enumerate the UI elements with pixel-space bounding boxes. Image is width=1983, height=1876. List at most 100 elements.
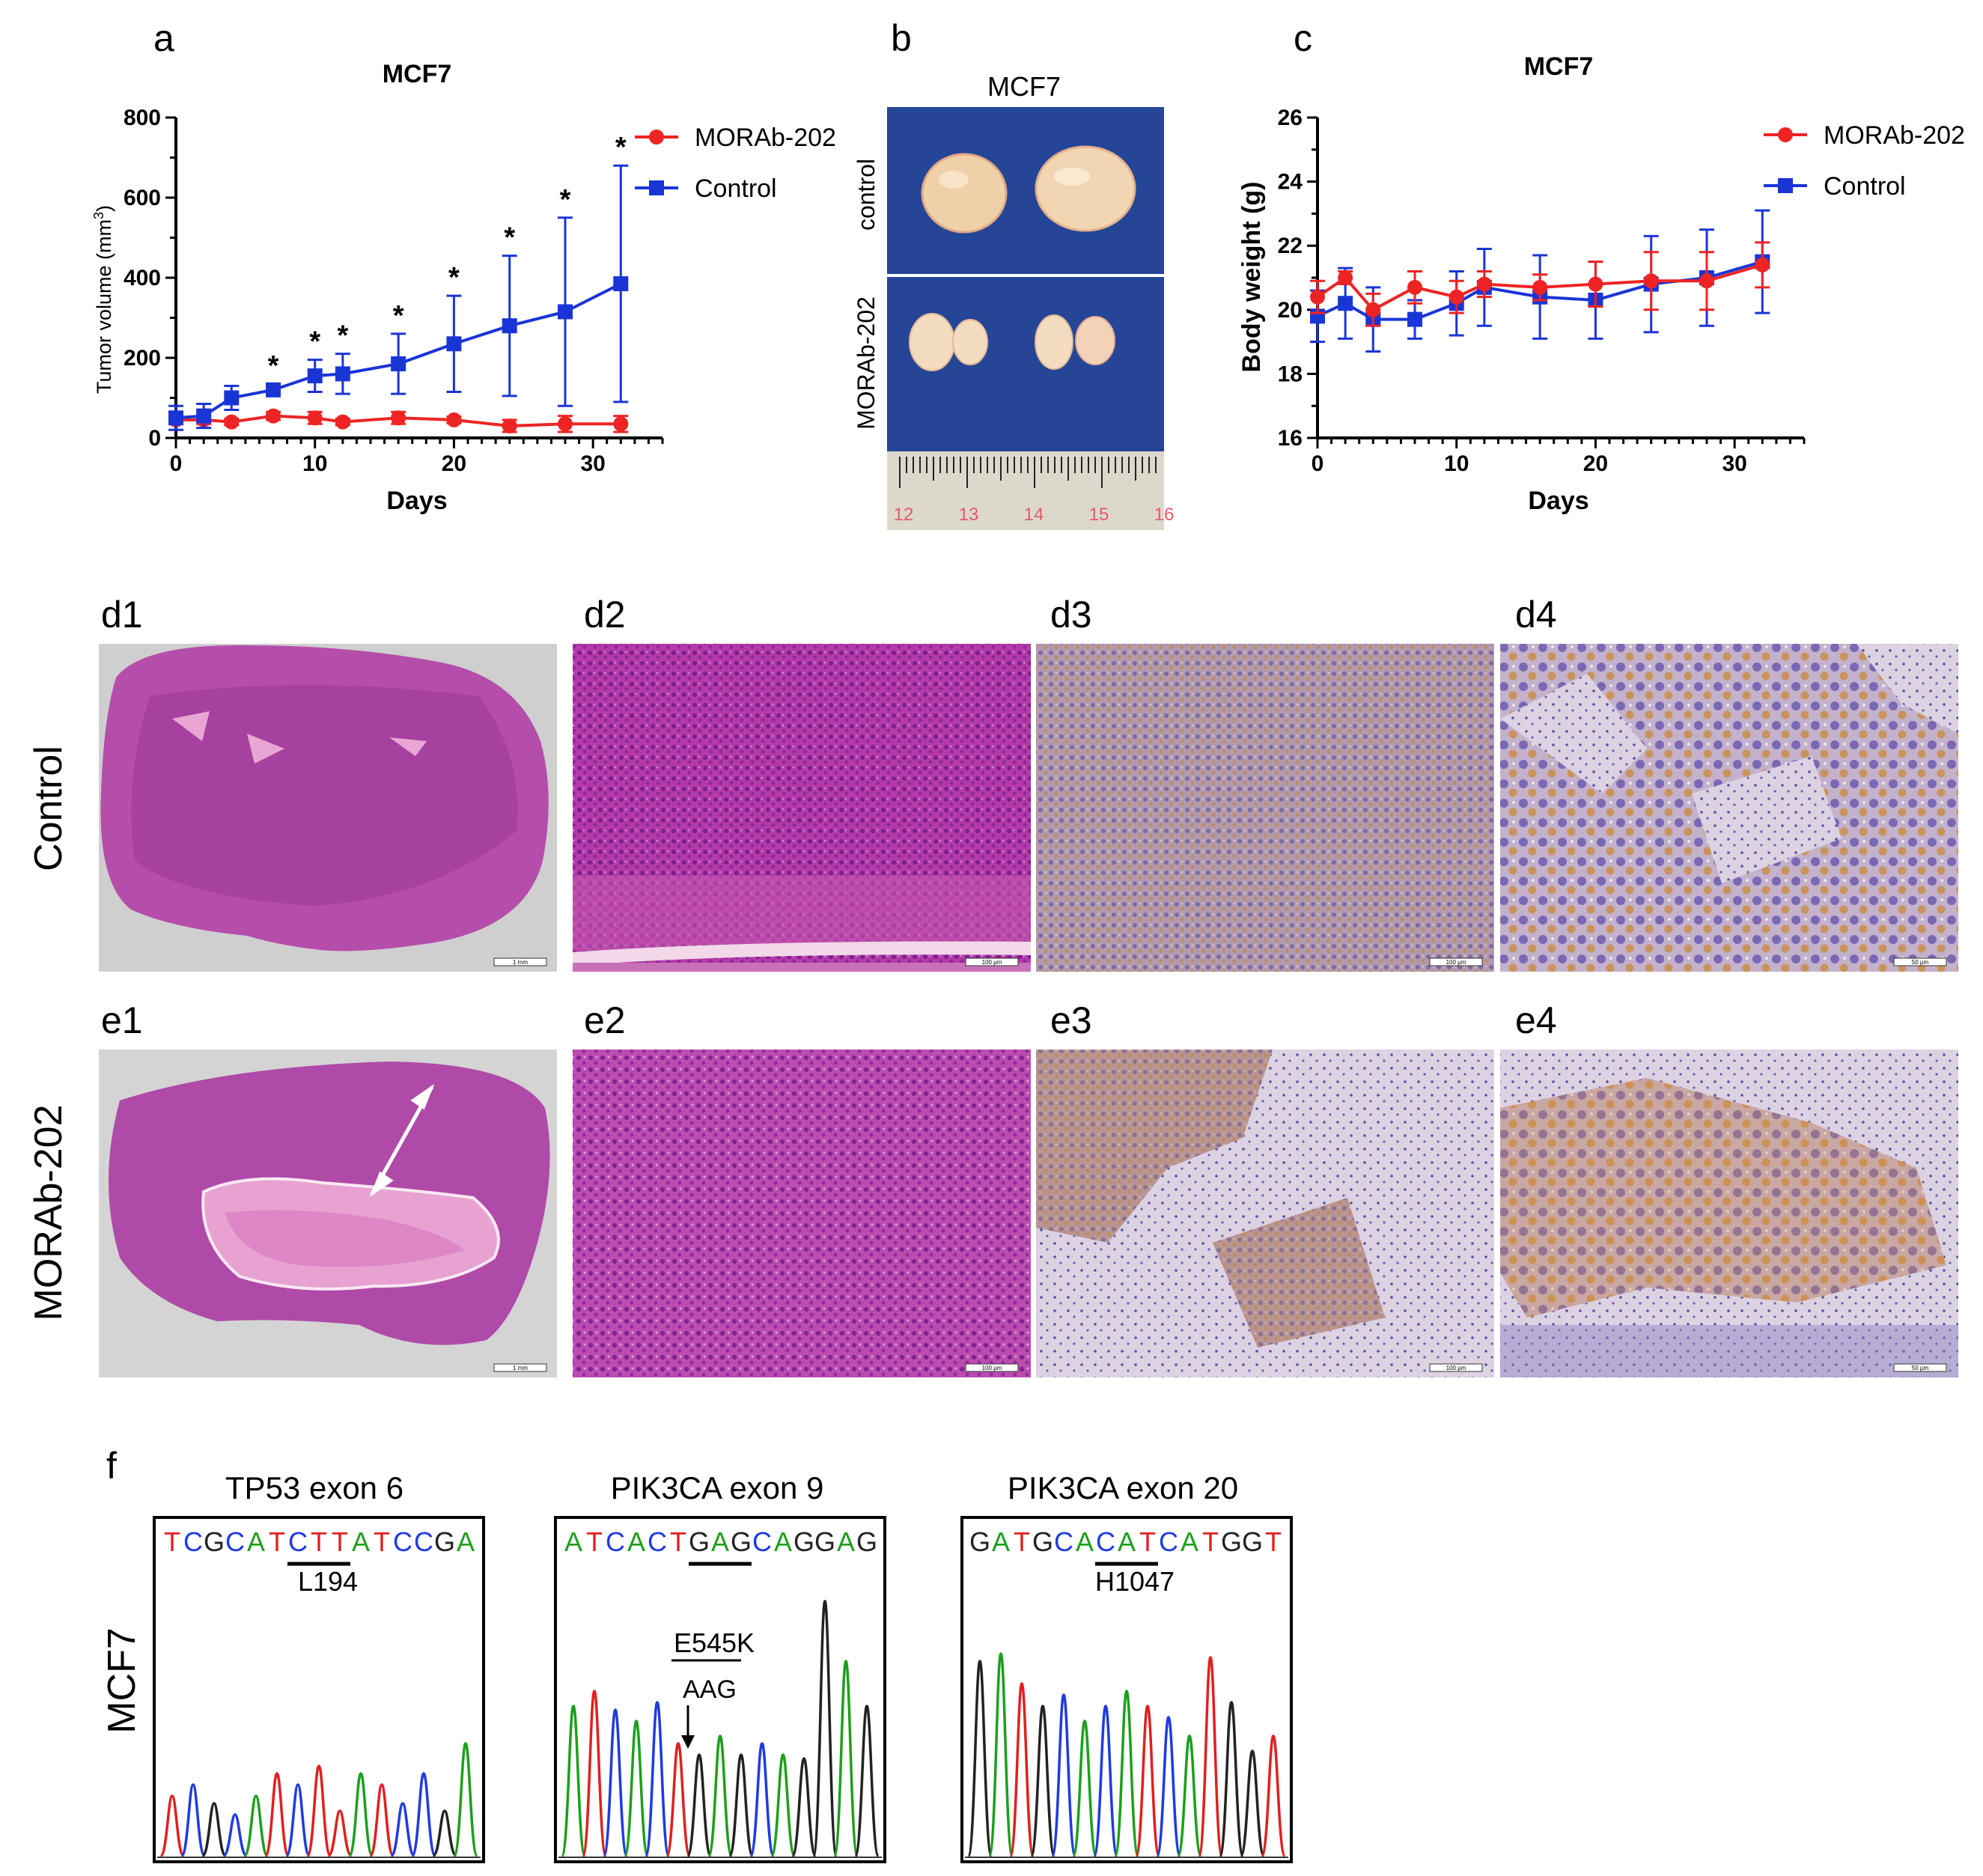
- base-call: T: [670, 1526, 686, 1557]
- base-call: T: [164, 1526, 180, 1557]
- data-point: [1532, 279, 1548, 295]
- base-call: G: [731, 1526, 752, 1557]
- base-call: G: [434, 1526, 455, 1557]
- trace-peak: [452, 1742, 479, 1857]
- trace-peak: [602, 1708, 629, 1857]
- trace-peak: [665, 1742, 692, 1857]
- row-label-morab: MORAb-202: [27, 1105, 70, 1321]
- histology-e4: 50 μm: [1500, 1050, 1958, 1377]
- base-call: G: [1242, 1526, 1263, 1557]
- trace-peak: [1050, 1693, 1077, 1857]
- base-call: A: [1076, 1526, 1094, 1557]
- y-axis-title: Tumor volume (mm3): [91, 205, 115, 394]
- trace-peak: [623, 1720, 650, 1857]
- row-label-control: Control: [27, 746, 70, 871]
- y-tick-label: 400: [124, 266, 161, 290]
- trace-peak: [581, 1690, 608, 1857]
- trace-peak: [1155, 1716, 1182, 1857]
- histology-e3: 100 μm: [1036, 1050, 1494, 1377]
- data-point: [1699, 273, 1714, 289]
- panel-label-e2: e2: [584, 999, 626, 1041]
- trace-peak: [1092, 1705, 1119, 1857]
- trace-peak: [180, 1783, 207, 1857]
- base-call: C: [648, 1526, 667, 1557]
- base-call: A: [352, 1526, 370, 1557]
- data-point: [558, 416, 573, 432]
- ruler-label: 12: [894, 505, 914, 525]
- data-point: [1643, 273, 1659, 289]
- data-point: [502, 418, 517, 433]
- data-point: [307, 368, 323, 384]
- data-point: [1588, 276, 1603, 292]
- significance-star: *: [393, 300, 404, 332]
- histology-e2: 100 μm: [573, 1050, 1031, 1377]
- morab-tumor-1: [909, 313, 955, 371]
- scale-bar-e2: 100 μm: [982, 1365, 1002, 1371]
- legend-marker: [1778, 127, 1793, 142]
- histology-d2: 100 μm: [573, 644, 1031, 972]
- significance-star: *: [615, 132, 627, 163]
- data-point: [196, 408, 212, 424]
- significance-star: *: [309, 326, 320, 358]
- trace-peak: [811, 1600, 838, 1857]
- x-tick-label: 30: [580, 451, 605, 476]
- panel-label-b: b: [891, 17, 912, 59]
- data-point: [168, 410, 183, 426]
- significance-star: *: [560, 184, 571, 216]
- trace-peak: [222, 1813, 248, 1857]
- base-call: T: [374, 1526, 390, 1557]
- x-tick-label: 20: [442, 451, 466, 476]
- data-point: [1407, 311, 1422, 327]
- scale-bar-d4: 50 μm: [1912, 959, 1929, 966]
- trace-peak: [389, 1802, 416, 1857]
- ruler-label: 15: [1089, 505, 1109, 525]
- panel-label-c: c: [1294, 17, 1312, 59]
- trace-peak: [770, 1753, 796, 1857]
- trace-peak: [560, 1705, 587, 1857]
- scale-bar-d2: 100 μm: [982, 959, 1002, 966]
- base-call: G: [689, 1526, 710, 1557]
- legend-marker: [1778, 178, 1793, 193]
- x-tick-label: 10: [1444, 451, 1469, 476]
- trace-peak: [243, 1794, 269, 1857]
- mutation-arrow-head: [681, 1735, 695, 1749]
- morab-tumor-2: [952, 319, 988, 365]
- x-tick-label: 0: [170, 451, 183, 476]
- trace-peak: [347, 1772, 374, 1857]
- histology-d3: 100 μm: [1036, 644, 1494, 972]
- legend-item: MORAb-202: [1764, 121, 1965, 150]
- base-call: T: [1014, 1526, 1030, 1557]
- data-point: [335, 414, 350, 430]
- base-call: G: [1221, 1526, 1242, 1557]
- data-point: [1365, 302, 1381, 317]
- x-tick-label: 30: [1722, 451, 1746, 476]
- legend-label: Control: [695, 174, 777, 203]
- base-call: C: [1096, 1526, 1115, 1557]
- base-call: T: [269, 1526, 285, 1557]
- y-tick-label: 26: [1278, 106, 1303, 130]
- panel-label-e1: e1: [101, 999, 143, 1041]
- y-tick-label: 22: [1278, 234, 1303, 258]
- base-call: T: [311, 1526, 327, 1557]
- pik-e9-codon-seq: AAG: [683, 1675, 737, 1704]
- panel-label-d1: d1: [101, 594, 143, 636]
- trace-peak: [853, 1705, 880, 1857]
- base-call: C: [288, 1526, 308, 1557]
- base-call: C: [1054, 1526, 1073, 1557]
- data-point: [1755, 257, 1770, 272]
- legend-item: MORAb-202: [635, 124, 836, 152]
- arrow-head-bottom: [369, 1171, 394, 1198]
- x-tick-label: 10: [302, 451, 327, 476]
- trace-peak: [431, 1809, 458, 1857]
- trace-peak: [728, 1753, 755, 1857]
- data-point: [1338, 296, 1353, 311]
- significance-star: *: [504, 222, 515, 254]
- base-call: T: [1265, 1526, 1282, 1557]
- trace-peak: [791, 1757, 817, 1857]
- data-point: [224, 414, 240, 430]
- y-tick-label: 200: [124, 346, 161, 371]
- trace-peak: [1218, 1701, 1245, 1857]
